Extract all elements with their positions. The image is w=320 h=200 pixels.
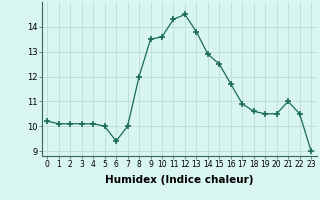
X-axis label: Humidex (Indice chaleur): Humidex (Indice chaleur)	[105, 175, 253, 185]
